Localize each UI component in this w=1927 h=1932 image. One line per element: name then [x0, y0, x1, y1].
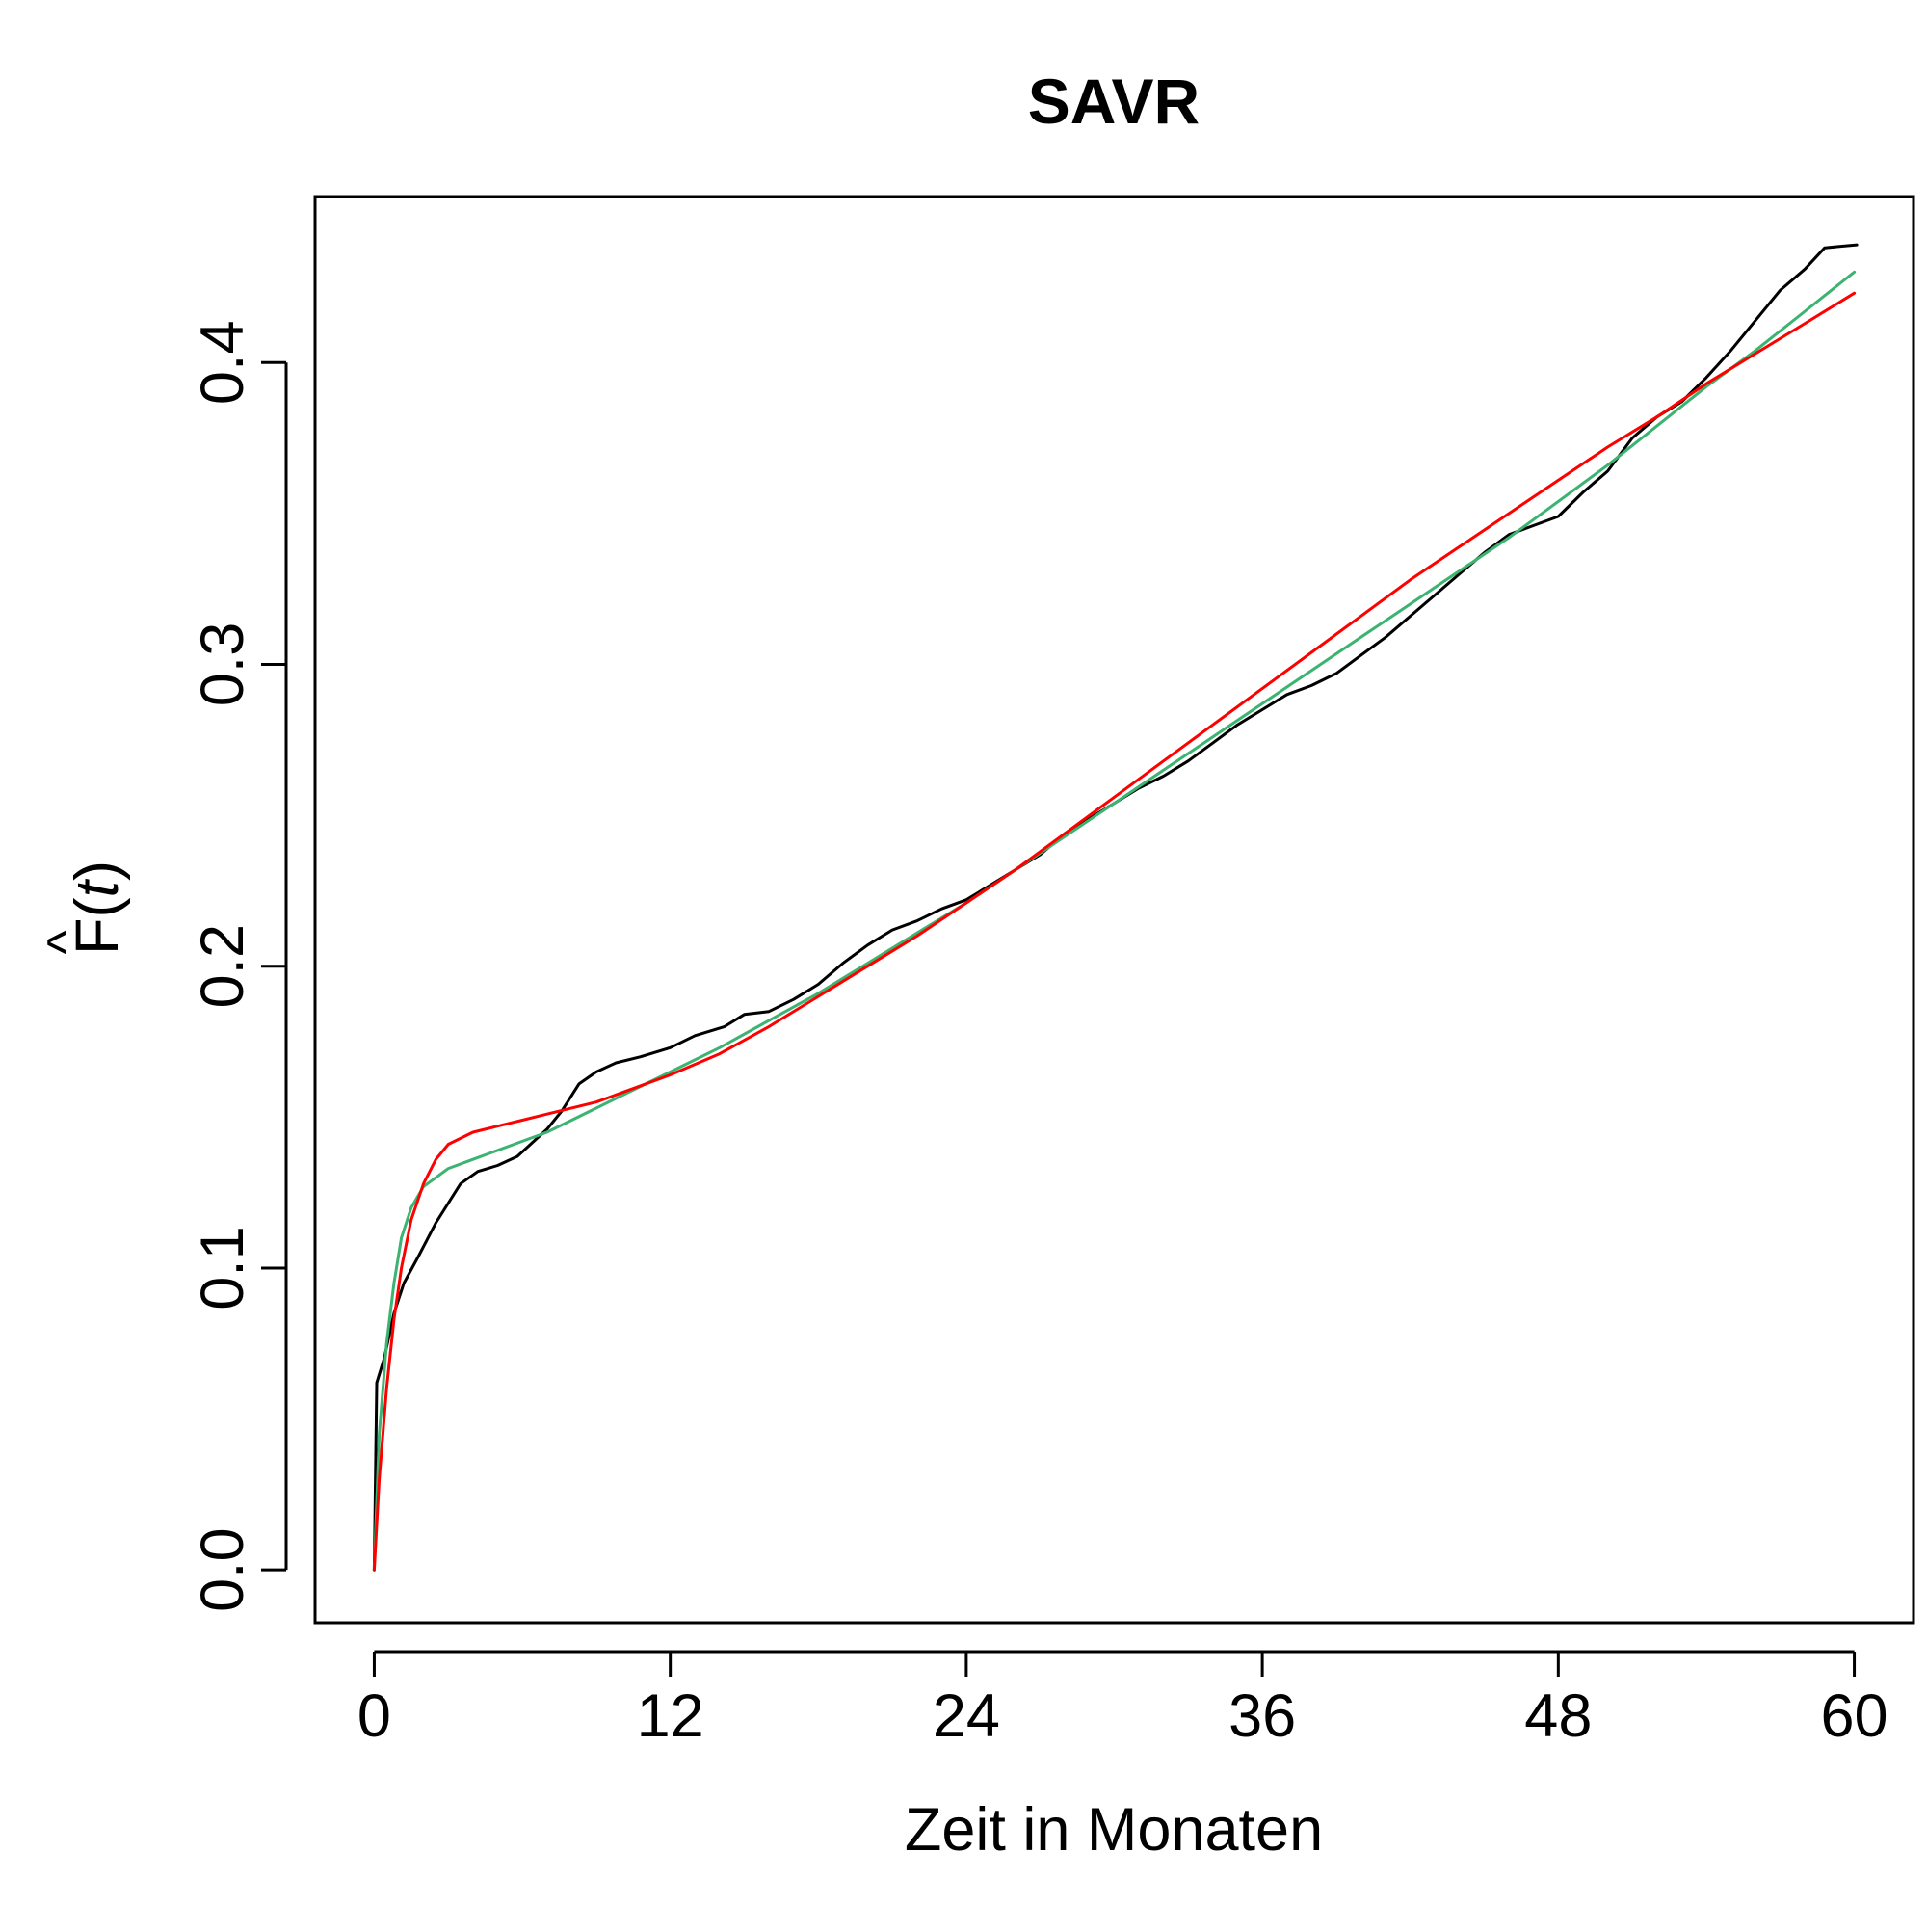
y-axis: 0.0 0.1 0.2 0.3 0.4 [189, 321, 288, 1612]
x-tick-label: 0 [357, 1682, 391, 1750]
y-axis-label-text: F(t) [64, 860, 131, 955]
y-axis-label-var: t [64, 879, 131, 898]
y-axis-label: F(t) ^ [37, 860, 131, 955]
y-tick-label: 0.2 [189, 924, 256, 1009]
y-tick-label: 0.3 [189, 622, 256, 707]
y-tick-label: 0.1 [189, 1226, 256, 1310]
y-tick-label: 0.0 [189, 1527, 256, 1612]
y-axis-label-hat: ^ [37, 930, 94, 955]
plot-frame [313, 195, 1915, 1625]
x-tick-label: 24 [933, 1682, 1000, 1750]
y-axis-label-close: ) [64, 860, 131, 881]
y-axis-label-open: ( [64, 898, 131, 918]
series-line-2 [372, 270, 1857, 1572]
series-line-3 [372, 291, 1857, 1572]
y-tick-label: 0.4 [189, 321, 256, 406]
chart-title: SAVR [1028, 66, 1200, 137]
y-axis-label-base: F [64, 918, 131, 955]
x-axis: 0 12 24 36 48 60 [357, 1650, 1888, 1750]
x-tick-label: 48 [1524, 1682, 1592, 1750]
x-tick-label: 12 [637, 1682, 704, 1750]
x-tick-label: 36 [1228, 1682, 1296, 1750]
series-layer [372, 243, 1859, 1572]
x-tick-label: 60 [1821, 1682, 1888, 1750]
x-axis-label: Zeit in Monaten [905, 1796, 1323, 1864]
